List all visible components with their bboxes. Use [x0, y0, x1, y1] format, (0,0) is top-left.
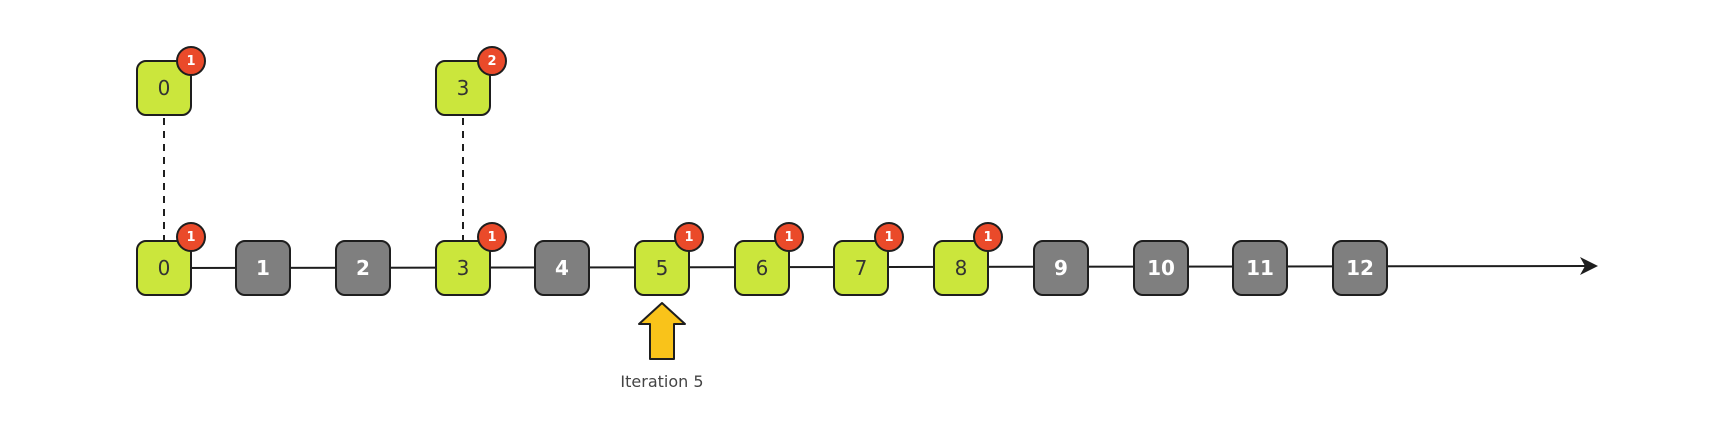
timeline-node-9: 9	[1033, 240, 1089, 296]
stacked-badge-0: 1	[176, 46, 206, 76]
iteration-label: Iteration 5	[620, 372, 704, 391]
timeline-node-6: 6	[734, 240, 790, 296]
timeline-badge-7: 1	[874, 222, 904, 252]
timeline-badge-0: 1	[176, 222, 206, 252]
timeline-node-1: 1	[235, 240, 291, 296]
timeline-node-8: 8	[933, 240, 989, 296]
timeline-node-4: 4	[534, 240, 590, 296]
timeline-node-2: 2	[335, 240, 391, 296]
up-arrow-icon	[638, 302, 686, 360]
timeline-badge-5: 1	[674, 222, 704, 252]
timeline-arrowhead-icon	[1580, 257, 1598, 275]
stacked-node-label: 3	[456, 76, 470, 100]
timeline-node-10: 10	[1133, 240, 1189, 296]
timeline-node-5: 5	[634, 240, 690, 296]
timeline-node-11: 11	[1232, 240, 1288, 296]
timeline-node-12: 12	[1332, 240, 1388, 296]
stacked-badge-3: 2	[477, 46, 507, 76]
stacked-node-label: 0	[157, 76, 171, 100]
timeline-badge-3: 1	[477, 222, 507, 252]
timeline-badge-6: 1	[774, 222, 804, 252]
timeline-node-3: 3	[435, 240, 491, 296]
timeline-badge-8: 1	[973, 222, 1003, 252]
